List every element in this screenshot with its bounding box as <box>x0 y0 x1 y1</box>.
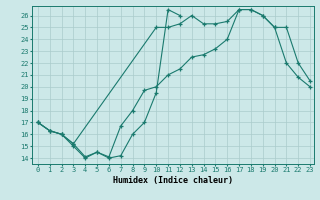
X-axis label: Humidex (Indice chaleur): Humidex (Indice chaleur) <box>113 176 233 185</box>
